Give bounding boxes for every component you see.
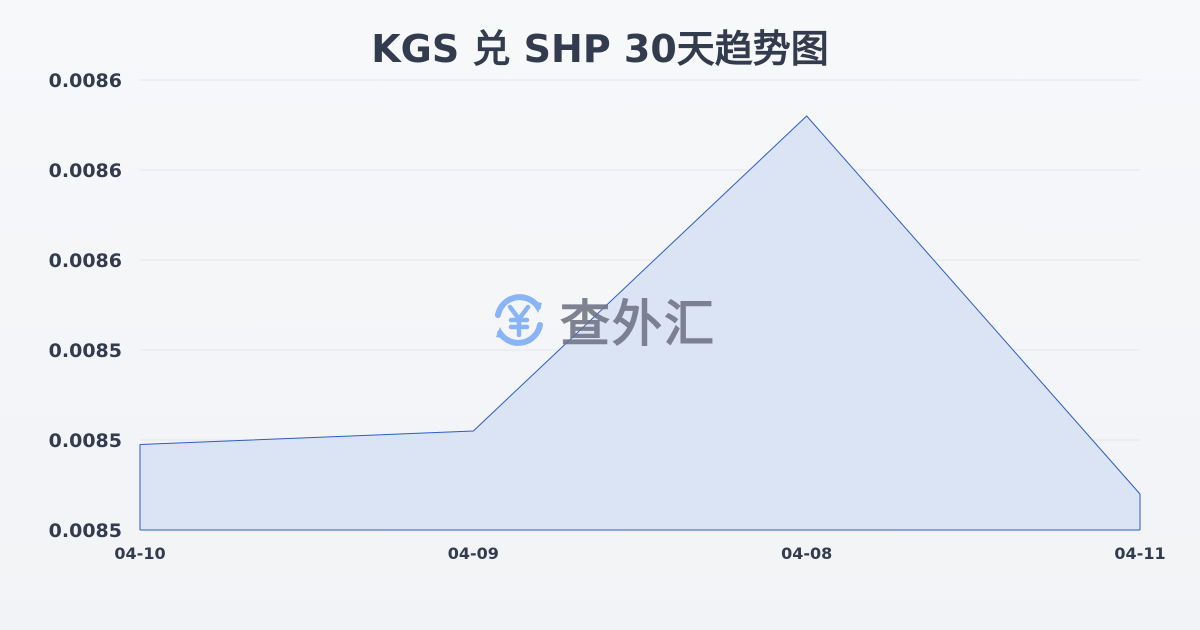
x-tick-label: 04-09 [448, 544, 499, 563]
area-fill [140, 116, 1140, 530]
watermark: 查外汇 [488, 284, 716, 356]
series-line [139, 115, 1141, 495]
chart-title: KGS 兑 SHP 30天趋势图 [371, 27, 829, 71]
y-tick-label: 0.0085 [49, 520, 122, 542]
y-tick-label: 0.0086 [49, 70, 122, 92]
y-tick-label: 0.0085 [49, 430, 122, 452]
y-tick-label: 0.0086 [49, 160, 122, 182]
x-tick-label: 04-08 [781, 544, 832, 563]
x-tick-label: 04-11 [1114, 544, 1165, 563]
watermark-text: 查外汇 [560, 295, 716, 353]
yen-exchange-icon [495, 294, 543, 346]
y-tick-label: 0.0085 [49, 340, 122, 362]
y-tick-label: 0.0086 [49, 250, 122, 272]
x-tick-label: 04-10 [114, 544, 165, 563]
